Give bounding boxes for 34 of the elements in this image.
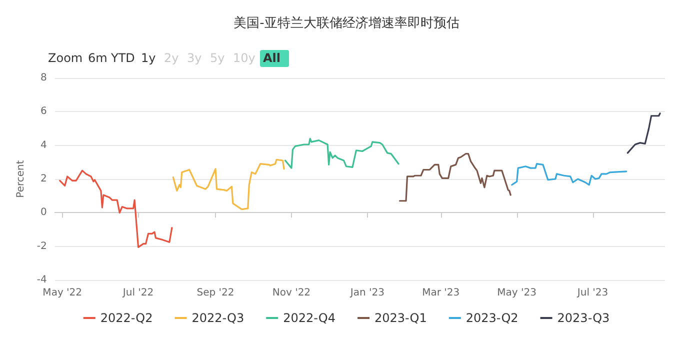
legend-label: 2023-Q2 (466, 311, 518, 325)
y-axis-title: Percent (16, 160, 26, 198)
line-series (626, 112, 661, 154)
text: 6m (88, 51, 108, 65)
legend-label: 2023-Q1 (374, 311, 427, 325)
line-series (284, 138, 400, 169)
y-tick-label: 0 (40, 207, 47, 218)
x-tick-label: Nov '22 (272, 288, 311, 298)
line-series (59, 170, 173, 248)
legend-label: 2022-Q4 (283, 311, 336, 325)
line-series (511, 163, 628, 186)
text: Zoom (48, 51, 83, 65)
text: YTD (110, 51, 135, 65)
x-tick-label: May '23 (497, 288, 536, 298)
line-series (398, 152, 512, 202)
legend-label: 2023-Q3 (557, 311, 610, 325)
x-tick-label: Jul '23 (576, 288, 608, 298)
legend-label: 2022-Q2 (100, 311, 153, 325)
legend-label: 2022-Q3 (192, 311, 244, 325)
y-tick-label: 6 (40, 106, 47, 118)
text: All (263, 51, 281, 65)
line-series (172, 158, 285, 210)
x-tick-label: Mar '23 (422, 288, 460, 298)
x-tick-label: Sep '22 (196, 288, 234, 298)
text: 1y (141, 51, 156, 65)
x-tick-label: Jan '23 (349, 288, 384, 298)
y-tick-label: 4 (40, 140, 47, 151)
x-tick-label: Jul '22 (122, 288, 154, 298)
chart-title: 美国-亚特兰大联储经济增速率即时预估 (234, 15, 460, 31)
y-tick-label: 8 (40, 72, 47, 84)
y-tick-label: -2 (36, 240, 47, 252)
y-tick-label: -4 (36, 274, 47, 286)
y-tick-label: 2 (40, 174, 47, 184)
x-tick-label: May '22 (42, 288, 82, 298)
